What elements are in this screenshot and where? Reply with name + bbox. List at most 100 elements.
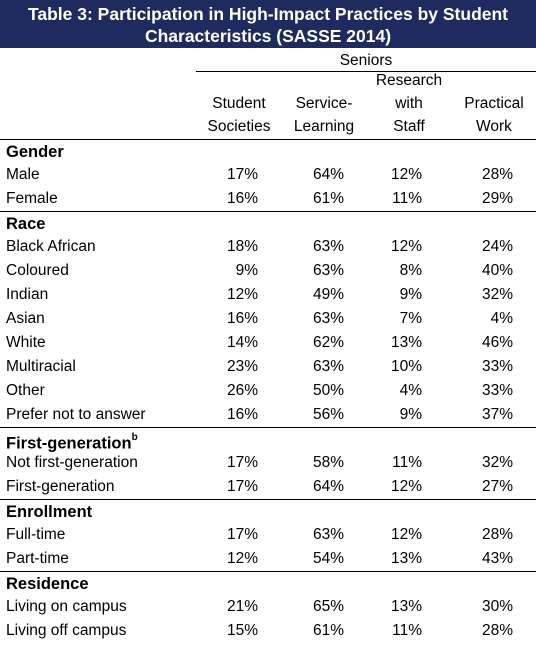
table-cell: 26% <box>226 382 258 399</box>
table-cell: 9% <box>399 406 422 423</box>
table-cell: 28% <box>481 166 513 183</box>
table-cell: 11% <box>392 454 422 471</box>
table-cell: 62% <box>312 334 344 351</box>
table-cell: 28% <box>481 526 513 543</box>
table-cell: 17% <box>226 526 258 543</box>
table-cell: 54% <box>312 550 344 567</box>
table-cell: 63% <box>312 358 344 375</box>
section-heading: Gender <box>6 141 64 163</box>
table-cell: 4% <box>490 310 513 327</box>
section-heading-label: Gender <box>6 143 64 161</box>
table-cell: 13% <box>390 598 422 615</box>
table-cell: 63% <box>312 262 344 279</box>
column-header-line: Practical <box>464 95 524 112</box>
table-cell: 12% <box>390 526 422 543</box>
table-cell: 61% <box>312 190 344 207</box>
table-cell: 63% <box>312 238 344 255</box>
section-heading-label: Race <box>6 215 46 233</box>
table-cell: 64% <box>312 478 344 495</box>
table-cell: 12% <box>226 286 258 303</box>
table-cell: 4% <box>399 382 422 399</box>
column-header-line: with <box>395 95 423 112</box>
table-cell: 16% <box>226 190 258 207</box>
table-cell: 12% <box>390 238 422 255</box>
table-cell: 7% <box>399 310 422 327</box>
row-label: Female <box>6 190 58 207</box>
table-cell: 58% <box>312 454 344 471</box>
table-cell: 11% <box>392 622 422 639</box>
section-heading-label: Residence <box>6 575 89 593</box>
table-cell: 24% <box>481 238 513 255</box>
row-label: Coloured <box>6 262 69 279</box>
table-cell: 23% <box>226 358 258 375</box>
table-title: Table 3: Participation in High-Impact Pr… <box>0 0 536 48</box>
table-cell: 14% <box>226 334 258 351</box>
table-cell: 40% <box>481 262 513 279</box>
table-cell: 17% <box>226 478 258 495</box>
row-label: Indian <box>6 286 49 303</box>
table-cell: 32% <box>481 454 513 471</box>
table-cell: 28% <box>481 622 513 639</box>
table-cell: 49% <box>312 286 344 303</box>
column-header-line: Research <box>375 72 443 89</box>
column-header-line: Learning <box>293 118 355 135</box>
row-label: White <box>6 334 46 351</box>
table-cell: 13% <box>390 334 422 351</box>
table-cell: 17% <box>226 166 258 183</box>
section-heading-label: Enrollment <box>6 503 93 521</box>
header-rule <box>0 139 536 140</box>
table-cell: 12% <box>226 550 258 567</box>
table-cell: 63% <box>312 310 344 327</box>
column-header-line: Service- <box>295 95 353 112</box>
column-group-header: Seniors <box>339 52 393 69</box>
table-cell: 33% <box>481 358 513 375</box>
table-cell: 18% <box>226 238 258 255</box>
row-label: First-generation <box>6 478 115 495</box>
table-cell: 64% <box>312 166 344 183</box>
column-header-line: Student <box>212 95 266 112</box>
row-label: Asian <box>6 310 45 327</box>
table-cell: 9% <box>235 262 258 279</box>
column-header-line: Societies <box>207 118 271 135</box>
row-label: Prefer not to answer <box>6 406 146 423</box>
row-label: Male <box>6 166 40 183</box>
row-label: Multiracial <box>6 358 76 375</box>
section-heading: Enrollment <box>6 501 92 523</box>
table-cell: 9% <box>399 286 422 303</box>
table-cell: 46% <box>481 334 513 351</box>
row-label: Full-time <box>6 526 66 543</box>
table-cell: 17% <box>226 454 258 471</box>
table-cell: 43% <box>481 550 513 567</box>
section-rule <box>0 427 536 428</box>
table-cell: 11% <box>392 190 422 207</box>
table-cell: 37% <box>481 406 513 423</box>
table-cell: 50% <box>312 382 344 399</box>
section-heading-label: First-generation <box>6 434 132 453</box>
section-heading: First-generationb <box>6 429 138 455</box>
table-cell: 16% <box>226 310 258 327</box>
table-cell: 15% <box>226 622 258 639</box>
section-rule <box>0 499 536 500</box>
table-cell: 27% <box>481 478 513 495</box>
row-label: Living off campus <box>6 622 127 639</box>
row-label: Living on campus <box>6 598 127 615</box>
table-cell: 61% <box>312 622 344 639</box>
table-cell: 32% <box>481 286 513 303</box>
table-cell: 29% <box>481 190 513 207</box>
table-cell: 13% <box>390 550 422 567</box>
table-cell: 63% <box>312 526 344 543</box>
table-cell: 56% <box>312 406 344 423</box>
table-cell: 12% <box>390 166 422 183</box>
row-label: Not first-generation <box>6 454 138 471</box>
table-cell: 33% <box>481 382 513 399</box>
row-label: Other <box>6 382 45 399</box>
column-header-line: Work <box>476 118 512 135</box>
table-cell: 65% <box>312 598 344 615</box>
row-label: Part-time <box>6 550 69 567</box>
table-cell: 30% <box>481 598 513 615</box>
column-header-line: Staff <box>393 118 425 135</box>
table-cell: 8% <box>399 262 422 279</box>
section-rule <box>0 211 536 212</box>
table-title-line-2: Characteristics (SASSE 2014) <box>144 26 392 46</box>
